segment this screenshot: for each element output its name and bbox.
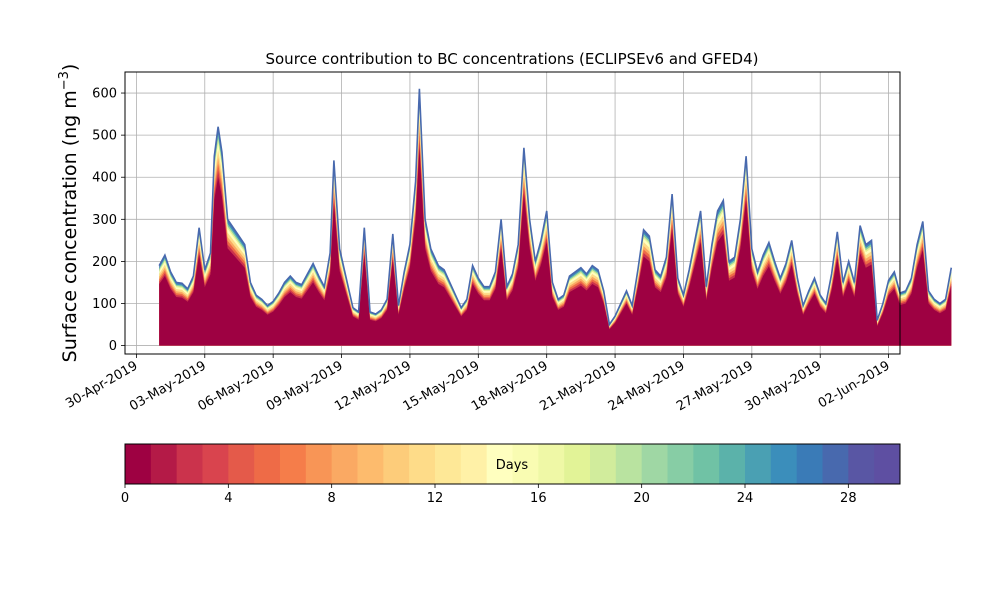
colorbar-segment [280, 444, 307, 484]
colorbar-segment [125, 444, 152, 484]
y-axis-label: Surface concentration (ng m−3) [57, 64, 81, 363]
total-concentration-line [158, 88, 953, 327]
area-band-days-0-1 [159, 147, 952, 346]
plot-area [158, 88, 953, 346]
colorbar-segment [693, 444, 720, 484]
x-tick-label: 06-May-2019 [195, 358, 277, 414]
colorbar-frame [124, 443, 901, 485]
x-tick-label: 18-May-2019 [469, 358, 551, 414]
colorbar-tick-label: 24 [737, 491, 754, 506]
colorbar-segment [331, 444, 358, 484]
x-tick-label: 24-May-2019 [606, 358, 688, 414]
y-tick-label: 0 [109, 339, 117, 354]
y-tick-label: 400 [92, 171, 117, 186]
colorbar-segment [745, 444, 772, 484]
chart-title: Source contribution to BC concentrations… [265, 50, 758, 68]
colorbar-tick-label: 4 [224, 491, 232, 506]
colorbar-segment [667, 444, 694, 484]
x-tick-label: 03-May-2019 [127, 358, 209, 414]
colorbar-segment [615, 444, 643, 484]
x-tick-label: 09-May-2019 [264, 358, 346, 414]
plot-frame [124, 71, 901, 355]
colorbar [125, 444, 901, 484]
colorbar-segment [822, 444, 849, 484]
colorbar-tick-label: 12 [427, 491, 444, 506]
x-tick-label: 30-May-2019 [743, 358, 825, 414]
colorbar-segment [641, 444, 668, 484]
colorbar-segment [383, 444, 410, 484]
y-tick-label: 300 [92, 213, 117, 228]
colorbar-segment [796, 444, 823, 484]
colorbar-segment [305, 444, 333, 484]
x-axis: 30-Apr-201903-May-201906-May-201909-May-… [63, 354, 893, 414]
colorbar-tick-label: 8 [328, 491, 336, 506]
x-tick-label: 12-May-2019 [332, 358, 414, 414]
colorbar-segment [874, 444, 901, 484]
colorbar-segment [409, 444, 436, 484]
colorbar-segment [848, 444, 875, 484]
x-tick-label: 21-May-2019 [537, 358, 619, 414]
x-tick-label: 15-May-2019 [401, 358, 483, 414]
colorbar-segment [150, 444, 178, 484]
y-tick-label: 100 [92, 297, 117, 312]
x-tick-label: 27-May-2019 [674, 358, 756, 414]
colorbar-segment [228, 444, 255, 484]
colorbar-segment [770, 444, 798, 484]
colorbar-ticks: 0 4 8 12 16 20 24 28 [121, 484, 857, 506]
colorbar-segment [357, 444, 384, 484]
y-tick-label: 200 [92, 255, 117, 270]
y-axis-label-superscript: −3 [57, 71, 72, 90]
colorbar-tick-label: 16 [530, 491, 547, 506]
colorbar-tick-label: 28 [840, 491, 857, 506]
colorbar-label: Days [496, 458, 529, 473]
colorbar-segment [564, 444, 591, 484]
colorbar-segment [254, 444, 281, 484]
colorbar-segment [512, 444, 539, 484]
colorbar-segment [538, 444, 565, 484]
y-axis: 0 100 200 300 400 500 600 [92, 87, 125, 354]
y-tick-label: 600 [92, 87, 117, 102]
colorbar-segment [719, 444, 746, 484]
colorbar-segment [460, 444, 488, 484]
colorbar-segment [202, 444, 229, 484]
colorbar-segment [176, 444, 203, 484]
x-tick-label: 02-Jun-2019 [816, 358, 893, 411]
colorbar-segment [486, 444, 513, 484]
colorbar-segment [590, 444, 617, 484]
colorbar-tick-label: 0 [121, 491, 129, 506]
colorbar-tick-label: 20 [633, 491, 650, 506]
y-tick-label: 500 [92, 129, 117, 144]
colorbar-segment [435, 444, 462, 484]
